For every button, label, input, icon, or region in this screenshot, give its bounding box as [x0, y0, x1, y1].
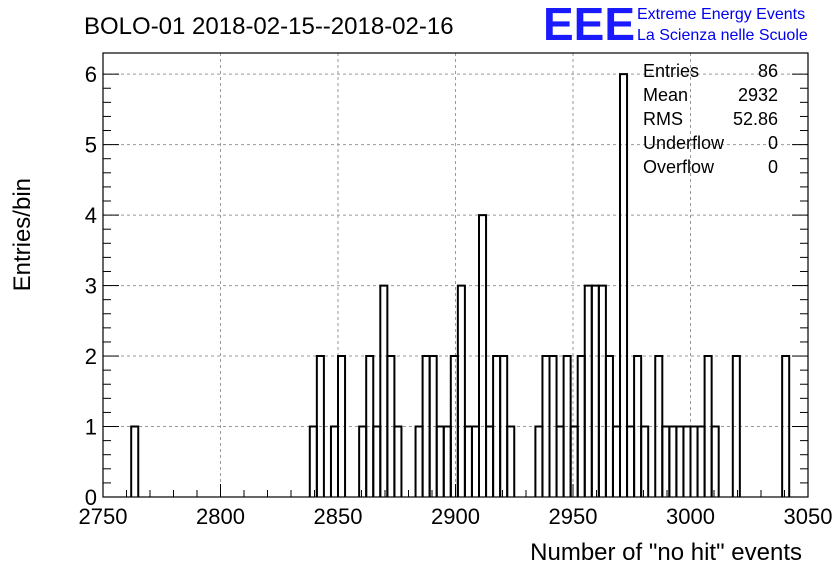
histogram-bin: [478, 214, 488, 497]
x-axis-ticks: 2750 2800 2850 2900 2950 3000 3050: [79, 484, 833, 529]
x-tick-label: 2900: [431, 504, 480, 529]
histogram-bin: [358, 425, 368, 497]
histogram-bin: [619, 73, 629, 497]
logo-line-1: Extreme Energy Events: [637, 6, 805, 23]
stats-label: Overflow: [643, 157, 715, 177]
x-axis-label: Number of "no hit" events: [530, 539, 802, 566]
histogram-bin: [689, 425, 699, 497]
y-tick-label: 5: [85, 133, 97, 158]
logo-mark: EEE: [543, 0, 635, 50]
histogram-bin: [668, 425, 678, 497]
histogram-bins: [130, 73, 791, 497]
y-tick-label: 0: [85, 485, 97, 510]
histogram-bin: [590, 284, 600, 497]
histogram-bin: [414, 425, 424, 497]
stats-value: 0: [768, 133, 778, 153]
histogram-bin: [442, 425, 452, 497]
histogram-bin: [435, 425, 445, 497]
histogram-bin: [781, 355, 791, 497]
stats-value: 0: [768, 157, 778, 177]
stats-value: 86: [758, 61, 778, 81]
histogram-bin: [315, 355, 325, 497]
histogram-bin: [463, 425, 473, 497]
x-tick-label: 2800: [196, 504, 245, 529]
histogram-bin: [661, 425, 671, 497]
histogram-bin: [308, 425, 318, 497]
histogram-bin: [569, 425, 579, 497]
y-tick-label: 4: [85, 203, 97, 228]
histogram-bin: [710, 425, 720, 497]
histogram-bin: [696, 425, 706, 497]
histogram-bin: [675, 425, 685, 497]
stats-label: Mean: [643, 85, 688, 105]
chart-title: BOLO-01 2018-02-15--2018-02-16: [84, 13, 454, 40]
histogram-bin: [337, 355, 347, 497]
stats-box: Entries 86 Mean 2932 RMS 52.86 Underflow 0 Overf…: [643, 61, 778, 177]
stats-label: Entries: [643, 61, 699, 81]
histogram-bin: [506, 425, 516, 497]
y-tick-label: 3: [85, 274, 97, 299]
stats-label: RMS: [643, 109, 683, 129]
y-tick-label: 2: [85, 344, 97, 369]
histogram-bin: [456, 284, 466, 497]
histogram-bin: [379, 284, 389, 497]
x-tick-label: 3050: [784, 504, 833, 529]
histogram-bin: [485, 425, 495, 497]
eee-logo: EEE Extreme Energy Events La Scienza nel…: [543, 0, 808, 50]
histogram-bin: [682, 425, 692, 497]
histogram-bin: [470, 425, 480, 497]
x-tick-label: 3000: [666, 504, 715, 529]
histogram-bin: [583, 284, 593, 497]
stats-value: 2932: [738, 85, 778, 105]
histogram-bin: [731, 355, 741, 497]
stats-label: Underflow: [643, 133, 725, 153]
y-axis-ticks: 0 1 2 3 4 5 6: [85, 62, 808, 510]
histogram-bin: [555, 425, 565, 497]
histogram-bin: [534, 425, 544, 497]
grid-lines: [103, 53, 808, 497]
x-tick-label: 2850: [314, 504, 363, 529]
y-tick-label: 1: [85, 415, 97, 440]
x-tick-label: 2750: [79, 504, 128, 529]
histogram-bin: [597, 284, 607, 497]
histogram-bin: [611, 425, 621, 497]
histogram-bin: [329, 425, 339, 497]
x-tick-label: 2950: [549, 504, 598, 529]
histogram-bin: [640, 425, 650, 497]
histogram-bin: [626, 425, 636, 497]
histogram-bin: [393, 425, 403, 497]
y-tick-label: 6: [85, 62, 97, 87]
logo-line-2: La Scienza nelle Scuole: [637, 27, 808, 44]
stats-value: 52.86: [733, 109, 778, 129]
y-axis-label: Entries/bin: [9, 178, 36, 291]
histogram-bin: [130, 425, 140, 497]
histogram-bin: [372, 425, 382, 497]
